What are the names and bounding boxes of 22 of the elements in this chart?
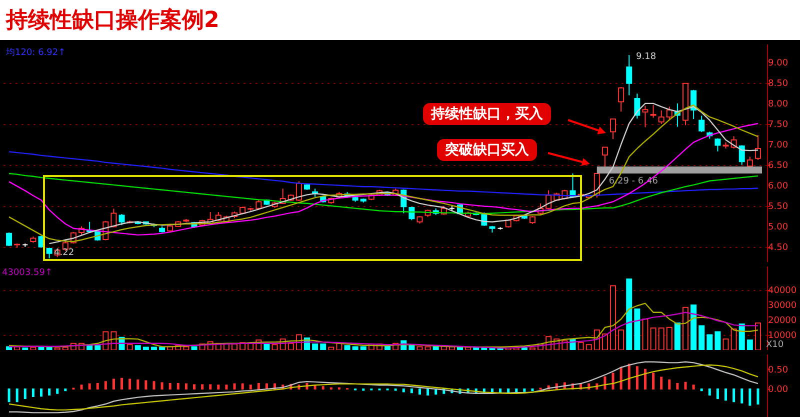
y-tick-label: 4.50 bbox=[768, 242, 788, 253]
y-tick-label: 9.00 bbox=[768, 58, 788, 68]
y-tick-label: 5.50 bbox=[768, 202, 788, 212]
y-tick-label: 30000 bbox=[768, 301, 797, 311]
y-tick-label: 10000 bbox=[768, 331, 797, 341]
y-tick-label: 40000 bbox=[768, 286, 797, 296]
annotation: 均120: 6.92↑ bbox=[6, 46, 66, 59]
y-tick-label: 6.00 bbox=[768, 181, 788, 192]
y-tick-label: 7.00 bbox=[768, 140, 788, 150]
y-tick-label: 6.50 bbox=[768, 160, 788, 171]
annotation: 43003.59↑ bbox=[2, 268, 52, 278]
y-tick-label: 0.50 bbox=[768, 365, 788, 376]
y-tick-label: 20000 bbox=[768, 316, 797, 326]
chart-title: 持续性缺口操作案例2 bbox=[6, 6, 220, 35]
y-tick-label: 8.50 bbox=[768, 78, 788, 89]
y-tick-label: 8.00 bbox=[768, 99, 788, 110]
annotation: 持续性缺口，买入 bbox=[423, 103, 551, 125]
annotation: 突破缺口买入 bbox=[437, 139, 537, 161]
y-tick-label: 5.00 bbox=[768, 222, 788, 232]
y-tick-label: 7.50 bbox=[768, 120, 788, 130]
y-tick-label: 0.00 bbox=[768, 385, 788, 396]
annotation: 9.18 bbox=[636, 52, 656, 62]
